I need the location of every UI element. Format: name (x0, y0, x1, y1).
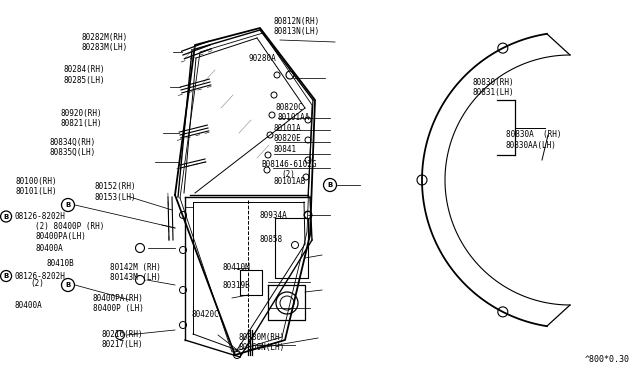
Text: 80400P (LH): 80400P (LH) (93, 304, 143, 313)
Text: (2): (2) (282, 170, 296, 179)
Text: 80821(LH): 80821(LH) (61, 119, 102, 128)
Text: 80860N(LH): 80860N(LH) (238, 343, 284, 352)
Text: 80920(RH): 80920(RH) (61, 109, 102, 118)
Text: 80319B: 80319B (223, 281, 250, 290)
Text: 80410B: 80410B (46, 259, 74, 267)
Text: 08126-8202H: 08126-8202H (14, 212, 65, 221)
Text: ^800*0.30: ^800*0.30 (585, 355, 630, 364)
Text: B: B (65, 202, 70, 208)
Text: 80880M(RH): 80880M(RH) (238, 333, 284, 342)
Text: 80143M (LH): 80143M (LH) (110, 273, 161, 282)
Text: B: B (65, 282, 70, 288)
Text: 80101A: 80101A (273, 124, 301, 133)
Text: 80101AA: 80101AA (277, 113, 310, 122)
Text: 80820C: 80820C (275, 103, 303, 112)
Text: (2) 80400P (RH): (2) 80400P (RH) (35, 222, 104, 231)
Text: 80934A: 80934A (259, 211, 287, 219)
Text: 80217(LH): 80217(LH) (101, 340, 143, 349)
Text: B: B (3, 214, 9, 219)
Text: B: B (328, 182, 333, 188)
Text: B: B (3, 273, 9, 279)
Text: 80152(RH): 80152(RH) (95, 182, 136, 191)
Text: 80400PA(RH): 80400PA(RH) (93, 294, 143, 303)
Text: 80101AB: 80101AB (273, 177, 306, 186)
Text: 80100(RH): 80100(RH) (16, 177, 58, 186)
Text: 80835Q(LH): 80835Q(LH) (50, 148, 96, 157)
Text: 80101(LH): 80101(LH) (16, 187, 58, 196)
Text: 80400A: 80400A (14, 301, 42, 310)
Text: 80410M: 80410M (223, 263, 250, 272)
Text: 80830AA(LH): 80830AA(LH) (506, 141, 556, 150)
Text: 80830(RH): 80830(RH) (472, 78, 514, 87)
Text: 80142M (RH): 80142M (RH) (110, 263, 161, 272)
Text: 80858: 80858 (259, 235, 282, 244)
Text: 80284(RH): 80284(RH) (64, 65, 106, 74)
Text: 80283M(LH): 80283M(LH) (82, 43, 128, 52)
Text: 80831(LH): 80831(LH) (472, 89, 514, 97)
Text: (2): (2) (31, 279, 45, 288)
Text: 80282M(RH): 80282M(RH) (82, 33, 128, 42)
Text: 08126-8202H: 08126-8202H (14, 272, 65, 280)
Text: 80153(LH): 80153(LH) (95, 193, 136, 202)
Text: 80400PA(LH): 80400PA(LH) (35, 232, 86, 241)
Text: 80841: 80841 (273, 145, 296, 154)
Text: 80400A: 80400A (35, 244, 63, 253)
Text: 80420C: 80420C (192, 310, 220, 319)
Text: 80834Q(RH): 80834Q(RH) (50, 138, 96, 147)
Text: 80812N(RH): 80812N(RH) (274, 17, 320, 26)
Text: B08146-6102G: B08146-6102G (261, 160, 317, 169)
Text: 90280A: 90280A (248, 54, 276, 63)
Text: 80830A  (RH): 80830A (RH) (506, 130, 561, 139)
Text: 80285(LH): 80285(LH) (64, 76, 106, 85)
Text: 80820E: 80820E (273, 134, 301, 143)
Text: 80216(RH): 80216(RH) (101, 330, 143, 339)
Text: 80813N(LH): 80813N(LH) (274, 28, 320, 36)
